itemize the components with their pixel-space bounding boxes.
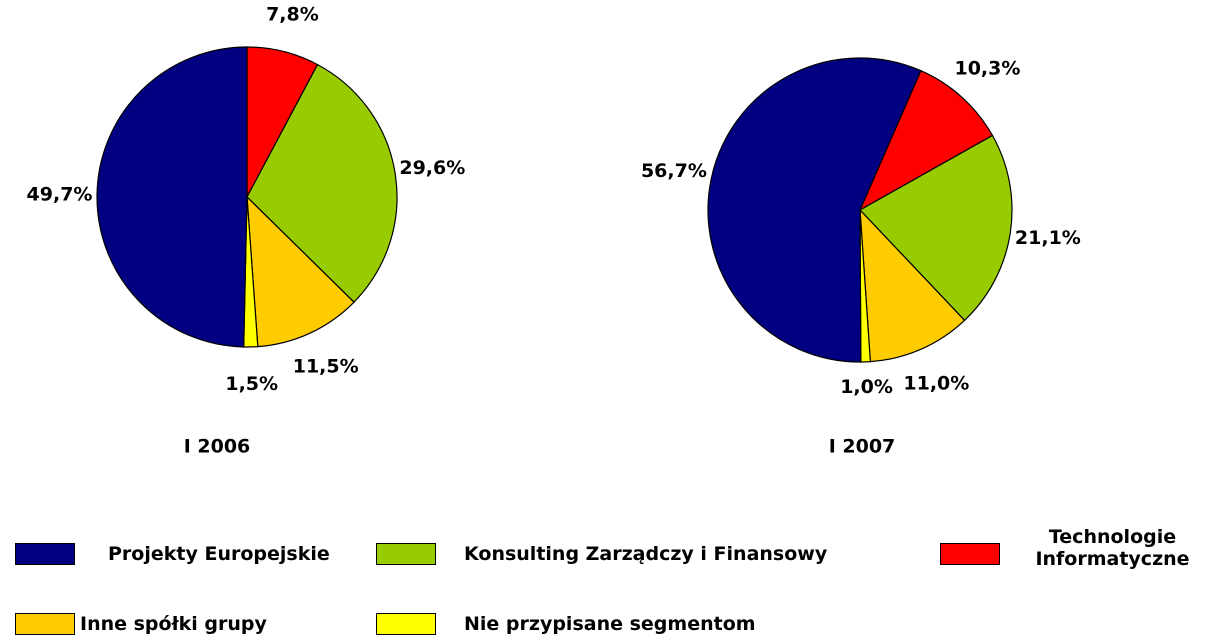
legend-swatch: [376, 543, 436, 565]
pie-slice: [96, 46, 248, 348]
pie-slice: [859, 208, 966, 363]
legend-label: Konsulting Zarządczy i Finansowy: [464, 543, 828, 565]
pie-slice: [858, 69, 994, 212]
legend-swatch: [15, 543, 75, 565]
legend-label: Inne spółki grupy: [80, 613, 267, 635]
pie-slice: [246, 63, 398, 303]
data-label: 1,0%: [840, 376, 893, 398]
data-label: 7,8%: [266, 4, 319, 26]
pie-slice: [246, 195, 355, 348]
data-label: 10,3%: [954, 58, 1020, 80]
legend-label: Technologie Informatyczne: [1035, 526, 1190, 570]
data-label: 1,5%: [225, 373, 278, 395]
data-label: 29,6%: [399, 157, 465, 179]
data-label: 56,7%: [641, 160, 707, 182]
legend-swatch: [15, 613, 75, 635]
legend-label: Nie przypisane segmentom: [464, 613, 756, 635]
data-label: 11,5%: [293, 356, 359, 378]
pie-slice: [859, 134, 1013, 322]
legend-label: Projekty Europejskie: [108, 543, 330, 565]
data-label: 21,1%: [1015, 227, 1081, 249]
data-label: 11,0%: [903, 372, 969, 394]
chart-title: I 2006: [184, 436, 251, 458]
data-label: 49,7%: [27, 183, 93, 205]
legend-swatch: [940, 543, 1000, 565]
legend-swatch: [376, 613, 436, 635]
chart-title: I 2007: [829, 436, 896, 458]
pie-slice: [707, 57, 922, 363]
